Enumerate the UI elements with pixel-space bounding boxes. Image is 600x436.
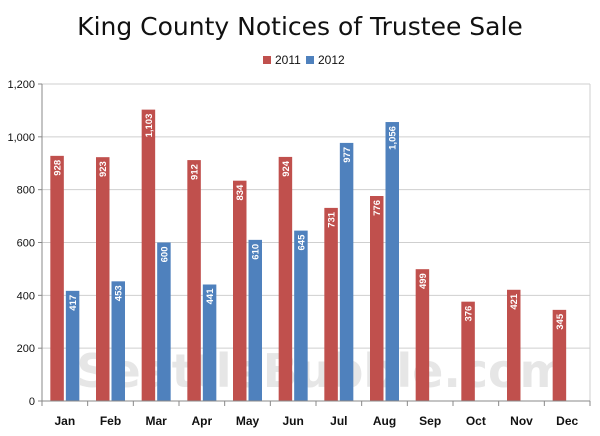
bar-series: 928 923 1,103 912 834 924 731 776 499 376 421 345 41… [50,109,567,401]
legend-label-2011: 2011 [275,53,301,67]
data-label: 453 [114,285,125,301]
x-tick-label: Jul [330,414,347,428]
legend-label-2012: 2012 [318,53,345,67]
bar-2011-Aug [370,196,384,401]
x-tick-label: Sep [419,414,441,428]
data-label: 924 [281,160,292,177]
chart-title: King County Notices of Trustee Sale [77,12,523,41]
data-label: 499 [418,273,429,289]
bar-2011-Mar [141,109,156,401]
x-tick-label: Apr [191,414,212,428]
x-tick-label: Jan [54,414,75,428]
bar-2012-Aug [385,122,399,401]
data-label: 776 [372,200,383,216]
data-label: 441 [205,288,216,305]
x-tick-label: Mar [145,414,167,428]
data-label: 610 [251,244,262,260]
legend-swatch-2012 [306,56,314,64]
y-tick-label: 200 [17,343,35,355]
x-axis: Jan Feb Mar Apr May Jun Jul Aug Sep Oct Nov Dec [41,400,591,428]
bar-2011-Jul [324,207,338,401]
legend: 2011 2012 [263,53,345,67]
x-tick-label: Jun [282,414,303,428]
x-tick-label: Oct [466,414,486,428]
bar-2012-Jan [65,290,80,401]
legend-swatch-2011 [263,56,271,64]
y-tick-label: 400 [17,290,35,302]
x-tick-label: Aug [373,414,396,428]
data-label: 731 [327,211,338,228]
x-tick-label: Nov [510,414,533,428]
bar-2012-Jul [339,142,354,401]
bar-2011-Nov [507,289,521,401]
y-tick-label: 600 [17,238,35,250]
y-tick-label: 1,200 [7,79,35,91]
data-label: 645 [296,234,307,251]
bar-2012-Apr [202,284,217,401]
x-tick-label: Dec [556,414,578,428]
y-axis: 0 200 400 600 800 1,000 1,200 [7,79,43,408]
data-label: 417 [68,295,79,311]
data-label: 1,056 [388,126,399,150]
bar-2011-Jan [50,155,64,401]
bar-2011-May [233,180,247,401]
data-label: 1,103 [144,114,155,138]
data-label: 600 [159,247,170,263]
bar-2011-Apr [187,160,201,401]
data-label: 834 [235,184,246,201]
data-label: 928 [53,160,64,176]
bar-2011-Feb [96,157,110,401]
data-label: 345 [555,313,566,330]
bar-2011-Oct [461,301,475,401]
y-tick-label: 1,000 [7,132,35,144]
x-tick-label: May [236,414,260,428]
bar-2012-Mar [157,242,171,401]
bar-2011-Dec [552,309,567,401]
bar-2012-May [248,239,262,401]
bar-2012-Jun [294,230,308,401]
data-label: 912 [190,164,201,180]
data-label: 421 [509,293,520,310]
bar-2012-Feb [111,281,125,401]
bar-2011-Sep [415,269,430,401]
x-tick-label: Feb [100,414,121,428]
bar-2011-Jun [278,156,293,401]
data-label: 977 [342,147,353,163]
y-tick-label: 800 [17,185,35,197]
y-tick-label: 0 [29,396,35,408]
data-label: 376 [464,306,475,322]
data-label: 923 [98,161,109,177]
